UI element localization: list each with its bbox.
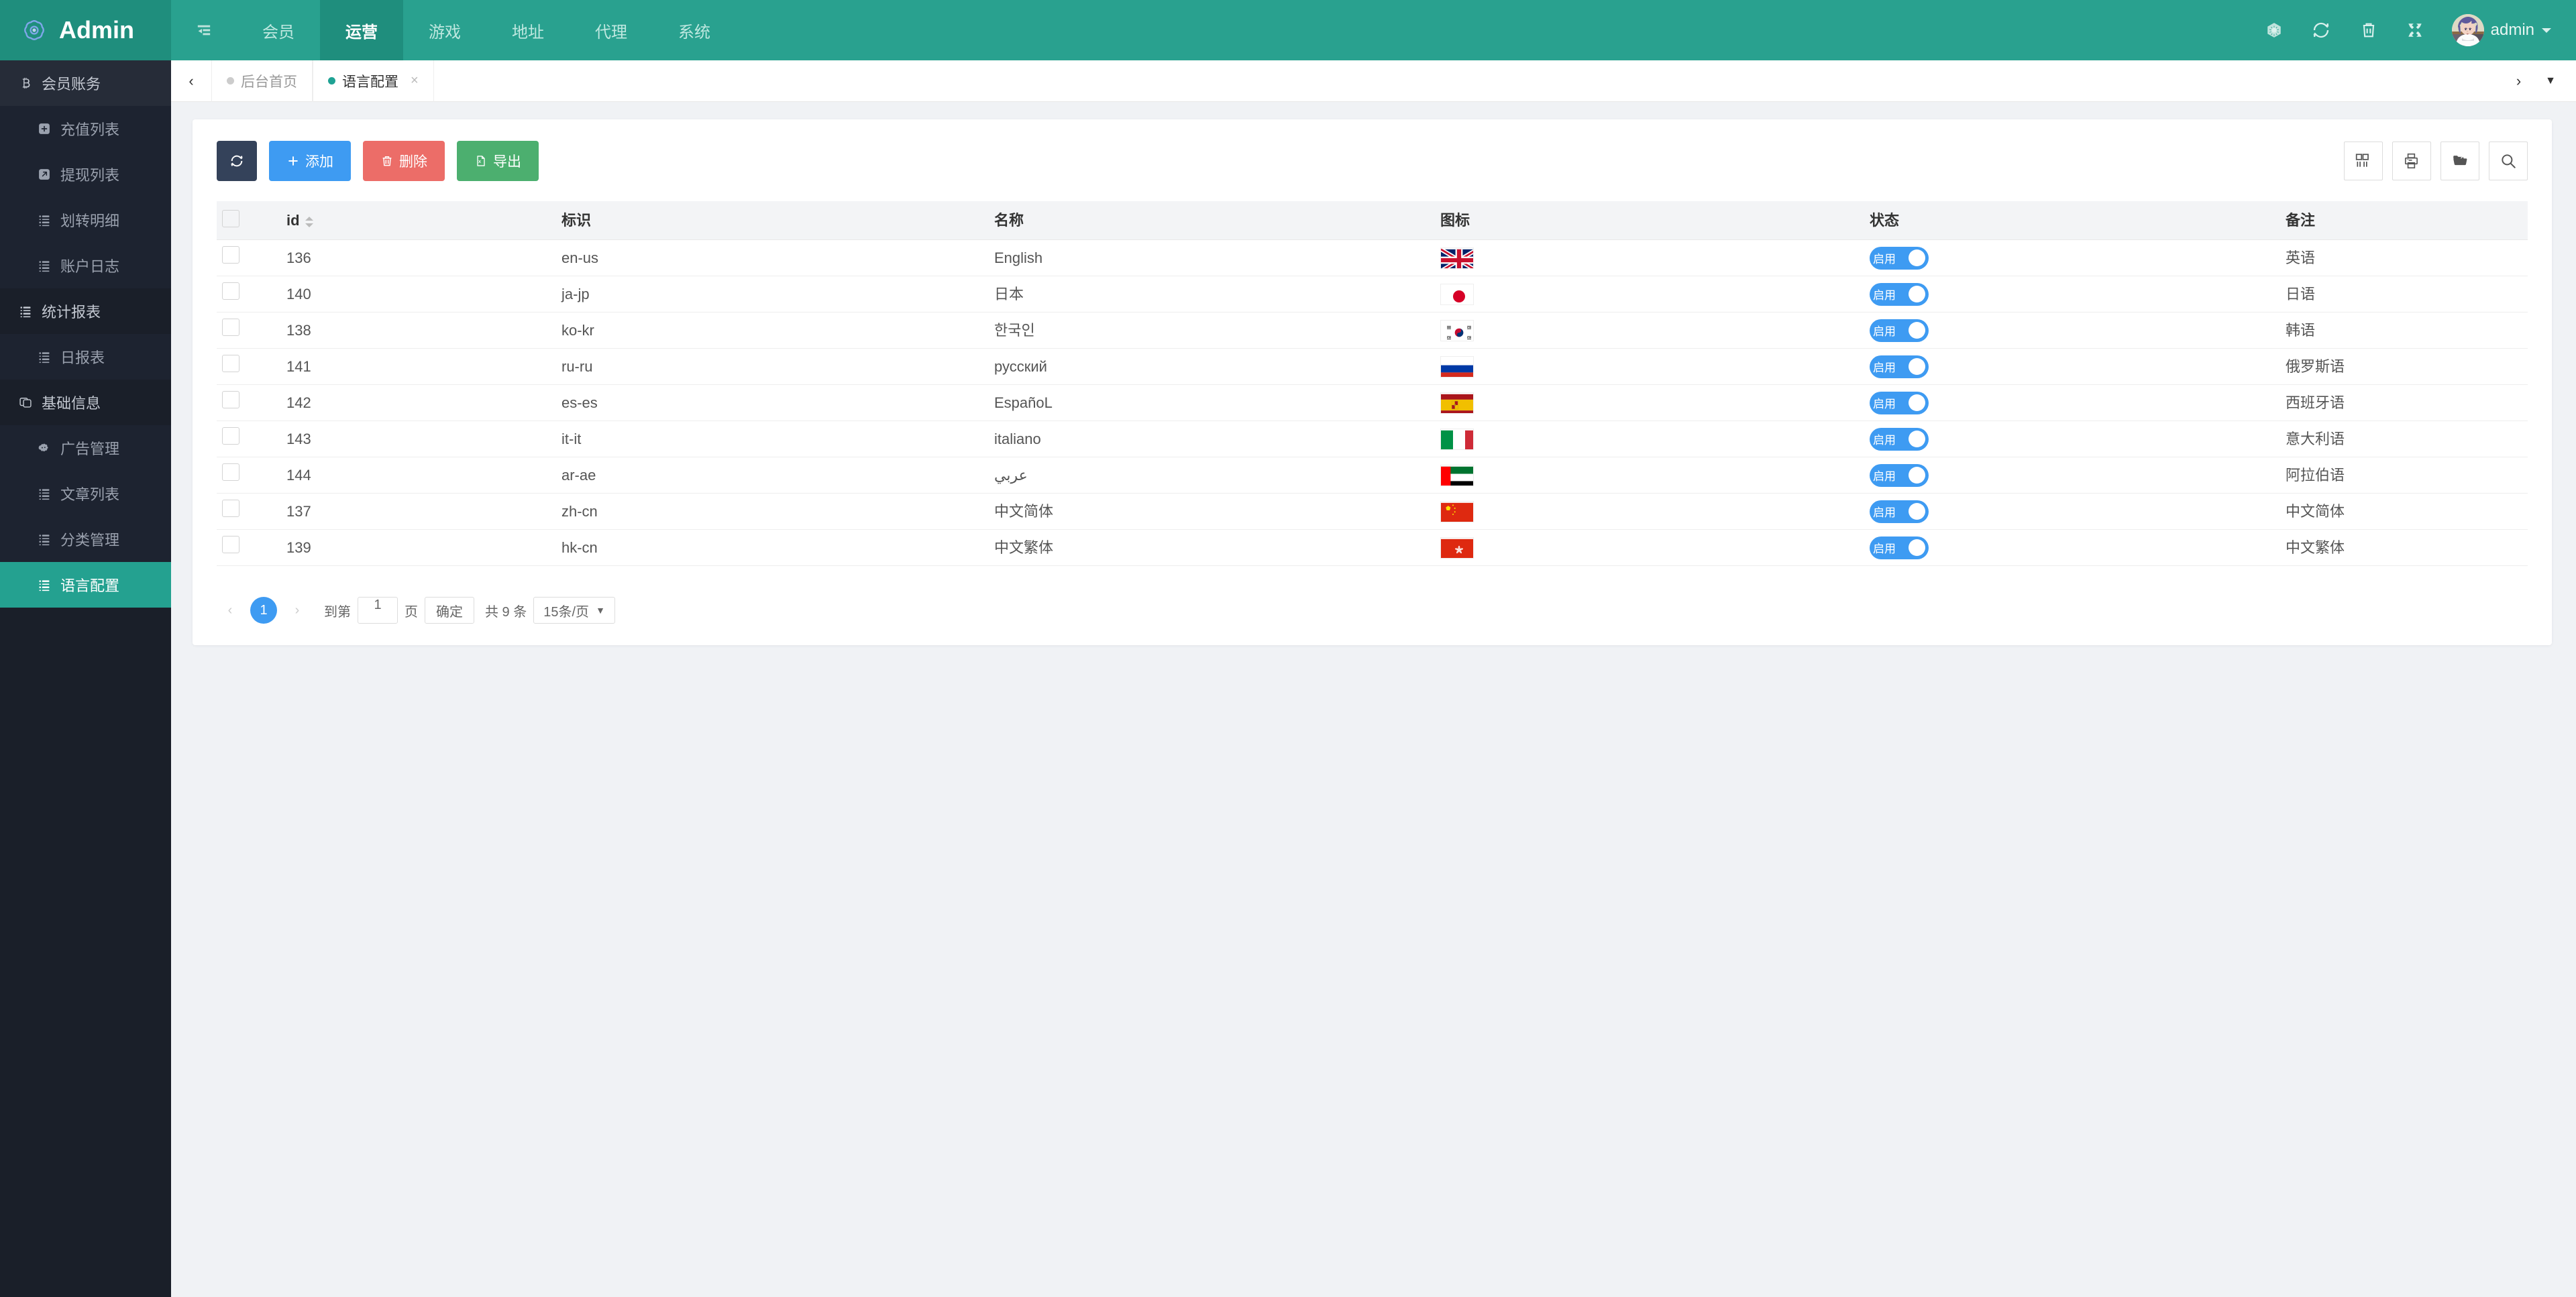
svg-text:X: X: [478, 160, 481, 164]
